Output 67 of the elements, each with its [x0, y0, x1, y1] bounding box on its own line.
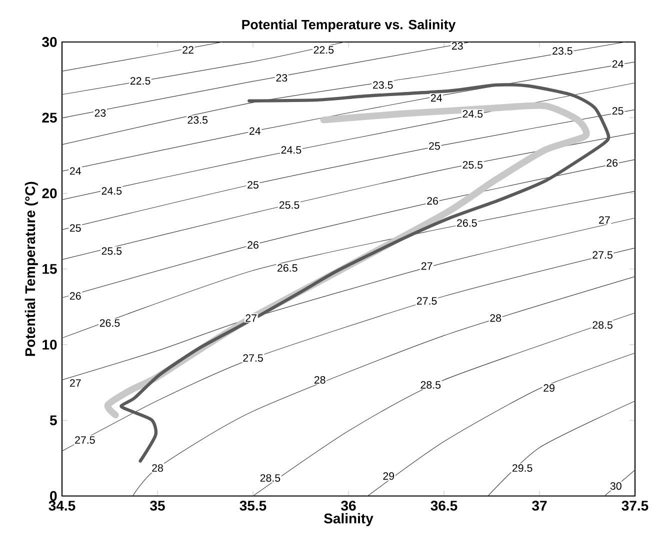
y-tick-label: 30: [42, 37, 57, 47]
annotation: 29.5: [512, 464, 532, 472]
y-axis-title: Potential Temperature (°C): [24, 182, 38, 356]
y-tick-label: 20: [42, 188, 57, 198]
annotation: 26.5: [457, 219, 477, 227]
y-tick-label: 25: [42, 112, 57, 123]
y-tick-label: 5: [50, 415, 57, 426]
annotation: 27.5: [75, 436, 95, 444]
annotation: 25: [429, 142, 440, 150]
x-tick-label: 37.5: [622, 500, 648, 511]
chart-title: Potential Temperature vs. Salinity: [242, 20, 456, 32]
annotation: 26.5: [100, 319, 120, 327]
annotation: 24.5: [281, 146, 302, 154]
x-tick-label: 35.5: [240, 500, 266, 511]
annotation: 25: [70, 224, 81, 232]
annotation: 28: [490, 314, 502, 322]
annotation: 28: [152, 464, 163, 472]
y-tick-label: 10: [42, 340, 57, 350]
annotation: 28.5: [420, 381, 441, 389]
annotation: 24: [70, 167, 81, 175]
annotation: 24.5: [102, 187, 122, 195]
annotation: 25.5: [462, 161, 483, 169]
x-tick-label: 34.5: [48, 500, 76, 511]
annotation: 26: [70, 292, 81, 300]
annotation: 29: [544, 384, 554, 392]
annotation: 26: [606, 159, 618, 167]
annotation: 25.5: [279, 201, 300, 209]
annotation: 26: [427, 197, 438, 205]
annotation: 26.5: [278, 264, 298, 272]
annotation: 27: [599, 216, 610, 224]
line-series: [62, 248, 636, 452]
annotation: 23: [276, 74, 288, 82]
annotation: 23.5: [552, 47, 572, 55]
annotation: 23.5: [373, 81, 393, 89]
line-series: [62, 159, 636, 298]
annotation: 27: [70, 379, 81, 387]
y-tick-label: 0: [50, 491, 57, 501]
annotation: 22.5: [130, 77, 150, 85]
x-axis-title: Salinity: [324, 513, 374, 526]
annotation: 29: [383, 472, 394, 480]
annotation: 28.5: [260, 474, 280, 482]
annotation: 22: [182, 46, 194, 54]
annotation: 24: [250, 127, 261, 135]
x-tick-label: 36: [341, 500, 356, 511]
annotation: 28.5: [592, 321, 612, 329]
annotation: 23.5: [188, 116, 208, 124]
annotation: 23: [452, 42, 463, 50]
x-tick-label: 35: [150, 500, 165, 511]
annotation: 24: [612, 60, 624, 68]
annotation: 28: [314, 376, 326, 384]
line-series: [62, 109, 636, 230]
annotation: 30: [610, 482, 622, 490]
x-tick-label: 37: [532, 500, 547, 511]
annotation: 27: [421, 262, 432, 270]
annotation: 24: [430, 94, 442, 102]
annotation: 23: [94, 109, 106, 117]
y-tick-label: 15: [42, 264, 57, 274]
annotation: 26: [248, 241, 258, 249]
annotation: 27.5: [592, 251, 612, 259]
annotation: 25: [612, 107, 624, 115]
annotation: 22.5: [314, 46, 334, 54]
line-series: [132, 276, 636, 496]
x-tick-label: 36.5: [430, 500, 458, 511]
annotation: 24.5: [462, 110, 483, 118]
annotation: 25.5: [102, 247, 122, 255]
line-series: [367, 352, 636, 496]
annotation: 27.5: [416, 297, 437, 305]
